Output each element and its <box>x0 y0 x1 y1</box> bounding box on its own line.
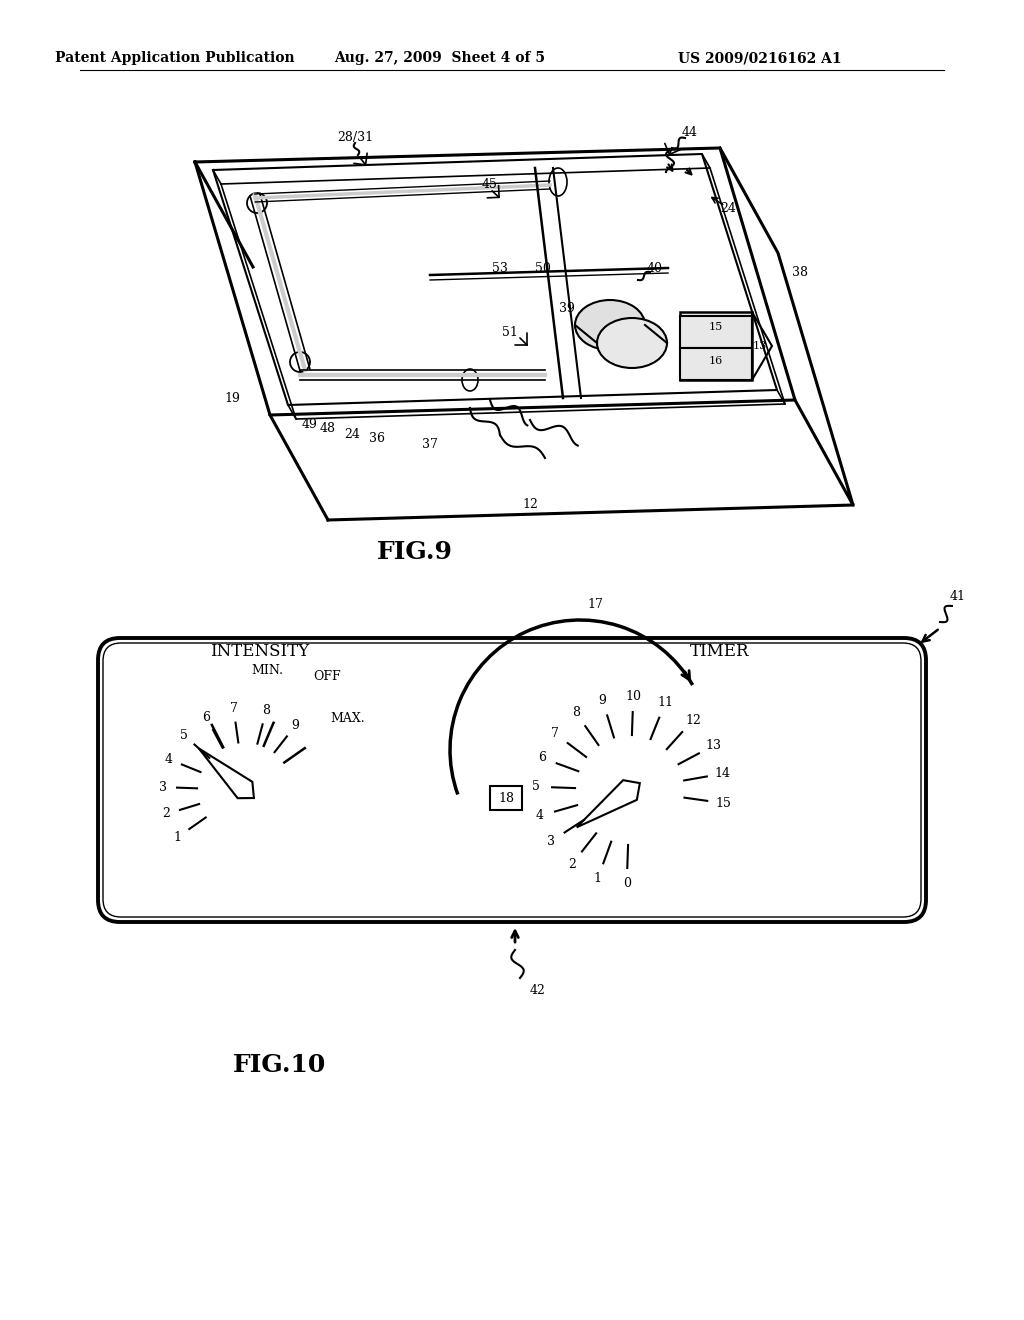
Text: 15: 15 <box>709 322 723 333</box>
Text: 12: 12 <box>685 714 700 726</box>
Text: 3: 3 <box>159 780 167 793</box>
Text: 6: 6 <box>538 751 546 764</box>
Text: 8: 8 <box>262 705 270 717</box>
Text: 1: 1 <box>174 830 182 843</box>
Text: 13: 13 <box>753 341 767 351</box>
Text: 9: 9 <box>292 719 299 731</box>
Text: 7: 7 <box>551 727 559 741</box>
Bar <box>490 785 522 810</box>
Text: 1: 1 <box>594 871 602 884</box>
Text: TIMER: TIMER <box>690 644 750 660</box>
Text: 24: 24 <box>344 429 360 441</box>
Text: 53: 53 <box>493 261 508 275</box>
Text: 4: 4 <box>536 809 544 822</box>
Text: 2: 2 <box>568 858 577 871</box>
Text: 44: 44 <box>682 127 698 140</box>
Text: Aug. 27, 2009  Sheet 4 of 5: Aug. 27, 2009 Sheet 4 of 5 <box>335 51 546 65</box>
Text: 13: 13 <box>705 739 721 752</box>
Text: INTENSITY: INTENSITY <box>211 644 309 660</box>
Text: 0: 0 <box>623 878 631 891</box>
Text: FIG.10: FIG.10 <box>233 1053 327 1077</box>
Text: 38: 38 <box>792 265 808 279</box>
Text: Patent Application Publication: Patent Application Publication <box>55 51 295 65</box>
Text: 19: 19 <box>224 392 240 404</box>
Text: 2: 2 <box>163 808 171 821</box>
Bar <box>680 312 752 380</box>
Text: 14: 14 <box>715 767 730 780</box>
Text: 48: 48 <box>319 421 336 434</box>
Text: 12: 12 <box>522 499 538 511</box>
Text: 8: 8 <box>572 706 580 719</box>
Text: 40: 40 <box>647 261 663 275</box>
Text: 45: 45 <box>482 177 498 190</box>
Text: MAX.: MAX. <box>331 711 366 725</box>
Text: 36: 36 <box>369 432 385 445</box>
Text: 39: 39 <box>559 301 574 314</box>
Bar <box>680 315 752 348</box>
Text: 10: 10 <box>626 689 641 702</box>
Text: 37: 37 <box>422 438 438 451</box>
Text: 18: 18 <box>498 792 514 804</box>
Text: 5: 5 <box>180 729 188 742</box>
Text: 41: 41 <box>950 590 966 603</box>
Text: 11: 11 <box>657 697 673 709</box>
Ellipse shape <box>597 318 667 368</box>
Text: 9: 9 <box>599 693 606 706</box>
Text: 24: 24 <box>720 202 736 214</box>
Text: 28/31: 28/31 <box>337 132 373 144</box>
Text: 49: 49 <box>302 418 317 432</box>
Text: 15: 15 <box>715 796 731 809</box>
Text: 17: 17 <box>587 598 603 611</box>
Text: 3: 3 <box>547 834 555 847</box>
Text: OFF: OFF <box>313 669 341 682</box>
Text: FIG.9: FIG.9 <box>377 540 453 564</box>
Text: US 2009/0216162 A1: US 2009/0216162 A1 <box>678 51 842 65</box>
Bar <box>680 348 752 380</box>
Text: 7: 7 <box>229 702 238 715</box>
Text: MIN.: MIN. <box>251 664 283 676</box>
Text: 4: 4 <box>165 752 173 766</box>
Text: 16: 16 <box>709 356 723 366</box>
Ellipse shape <box>575 300 645 350</box>
Text: 51: 51 <box>502 326 518 338</box>
Text: 42: 42 <box>530 983 546 997</box>
Text: 5: 5 <box>532 780 540 793</box>
Text: 50: 50 <box>536 261 551 275</box>
Text: 6: 6 <box>203 711 211 725</box>
